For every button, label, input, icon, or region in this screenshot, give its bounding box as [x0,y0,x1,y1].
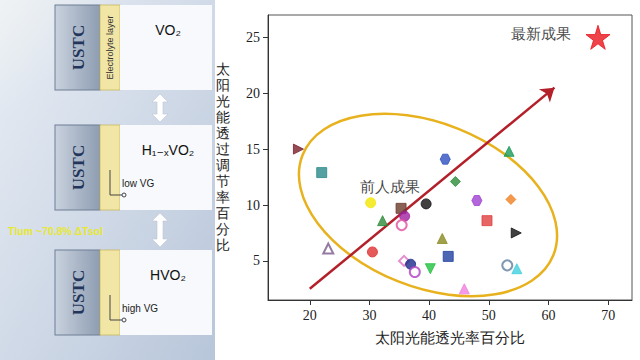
svg-text:H₁₋ₓVO₂: H₁₋ₓVO₂ [142,142,194,158]
svg-text:百: 百 [216,206,230,221]
svg-text:50: 50 [482,308,496,323]
svg-text:比: 比 [216,238,230,253]
svg-text:high VG: high VG [122,303,158,314]
svg-text:70: 70 [601,308,615,323]
svg-text:太: 太 [216,62,230,77]
svg-text:20: 20 [246,86,260,101]
svg-text:USTC: USTC [69,270,88,315]
svg-text:5: 5 [253,253,260,268]
svg-text:20: 20 [303,308,317,323]
svg-text:10: 10 [246,198,260,213]
svg-text:分: 分 [216,222,230,237]
svg-text:调: 调 [216,158,230,173]
svg-text:率: 率 [216,190,230,205]
svg-text:过: 过 [216,142,230,157]
svg-text:USTC: USTC [69,25,88,70]
svg-text:30: 30 [362,308,376,323]
svg-text:能: 能 [216,110,230,125]
svg-text:前人成果: 前人成果 [360,179,420,195]
svg-text:low VG: low VG [122,178,154,189]
svg-text:15: 15 [246,142,260,157]
svg-text:25: 25 [246,30,260,45]
svg-text:光: 光 [216,94,230,109]
svg-text:VO₂: VO₂ [155,22,181,38]
svg-text:Tlum ~70.8% ΔTsol: Tlum ~70.8% ΔTsol [8,225,103,237]
svg-text:60: 60 [541,308,555,323]
svg-text:USTC: USTC [69,145,88,190]
svg-text:40: 40 [422,308,436,323]
svg-text:节: 节 [216,174,230,189]
svg-text:最新成果: 最新成果 [511,26,571,42]
svg-text:透: 透 [216,126,230,141]
svg-text:阳: 阳 [216,78,230,93]
svg-text:Electrolyte layer: Electrolyte layer [105,15,115,79]
svg-text:HVO₂: HVO₂ [150,267,186,283]
svg-text:太阳光能透光率百分比: 太阳光能透光率百分比 [375,330,525,346]
